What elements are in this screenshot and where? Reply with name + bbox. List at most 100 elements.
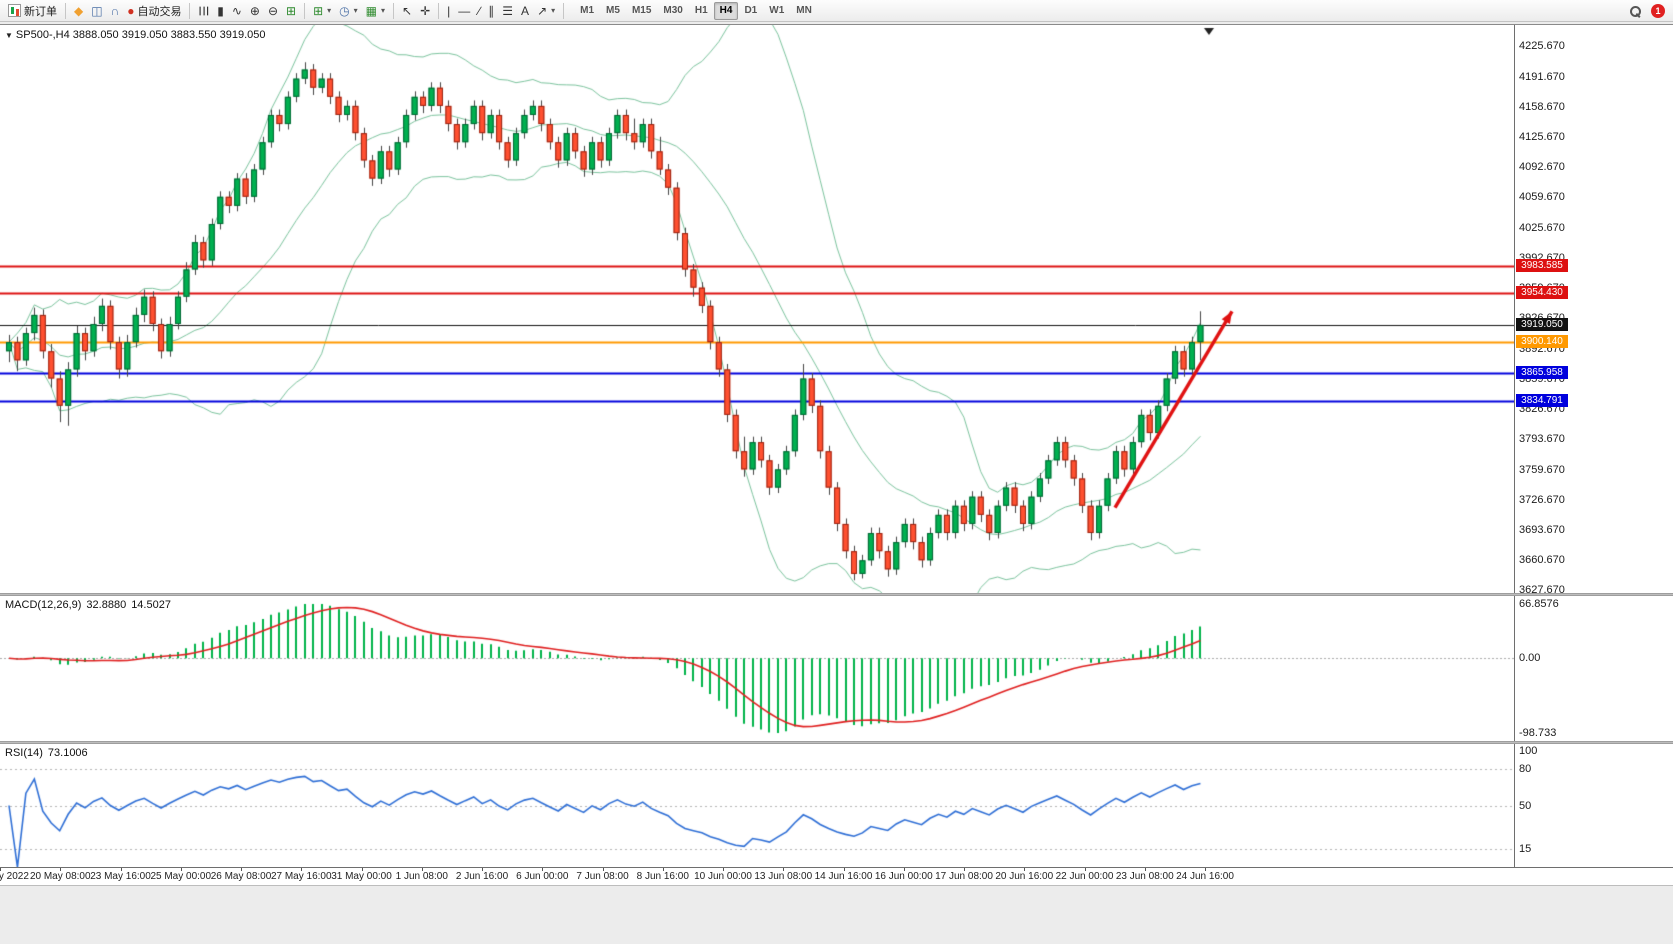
- bar-chart-type-icon: ☰: [196, 5, 211, 16]
- price-level-badge: 3983.585: [1516, 259, 1568, 273]
- price-axis-label: 3660.670: [1519, 553, 1565, 566]
- timeframe-m1-button[interactable]: M1: [574, 2, 600, 20]
- time-axis-label: 23 May 16:00: [90, 871, 151, 882]
- price-axis-label: 4025.670: [1519, 221, 1565, 234]
- price-axis-label: 4225.670: [1519, 40, 1565, 53]
- timeframe-m30-button[interactable]: M30: [657, 2, 688, 20]
- market-depth-icon: ∩: [110, 3, 120, 18]
- macd-canvas[interactable]: [0, 596, 1514, 741]
- rsi-value: 73.1006: [47, 747, 88, 759]
- timeframe-d1-button[interactable]: D1: [738, 2, 763, 20]
- price-axis-label: 4059.670: [1519, 191, 1565, 204]
- caret-down-icon: ▾: [551, 6, 556, 15]
- timeframe-m15-button[interactable]: M15: [626, 2, 657, 20]
- time-axis-label: 22 Jun 00:00: [1055, 871, 1114, 882]
- time-axis-label: 2 Jun 16:00: [455, 871, 509, 882]
- chart-title: ▼ SP500-,H4 3888.050 3919.050 3883.550 3…: [5, 29, 265, 41]
- toolbar-separator: [189, 2, 191, 19]
- time-tick: [482, 868, 483, 871]
- channel-icon: ∥: [488, 3, 495, 18]
- trendline-button[interactable]: ∕: [474, 1, 484, 21]
- autotrade-button[interactable]: ● 自动交易: [123, 1, 185, 21]
- price-level-badge: 3919.050: [1516, 317, 1568, 331]
- time-tick: [843, 868, 845, 871]
- chart-window: ▼ SP500-,H4 3888.050 3919.050 3883.550 3…: [0, 24, 1673, 944]
- timeframe-group: M1 M5 M15 M30 H1 H4 D1 W1 MN: [574, 1, 818, 20]
- macd-axis[interactable]: 66.8576 0.00 -98.733: [1514, 596, 1673, 741]
- panel-splitter-rsi[interactable]: [0, 741, 1673, 744]
- time-axis-label: 16 Jun 00:00: [874, 871, 933, 882]
- price-axis-label: 4191.670: [1519, 71, 1565, 84]
- market-depth-button[interactable]: ∩: [107, 1, 124, 21]
- timeframe-m5-button[interactable]: M5: [600, 2, 626, 20]
- line-chart-type-button[interactable]: ∿: [228, 1, 246, 21]
- autotrade-icon: ●: [127, 3, 135, 18]
- time-axis-label: 31 May 00:00: [331, 871, 392, 882]
- autotrade-button-label: 自动交易: [137, 5, 182, 18]
- crosshair-button[interactable]: ✛: [416, 1, 434, 21]
- tile-windows-button[interactable]: ⊞: [282, 1, 300, 21]
- macd-label: MACD(12,26,9) 32.8880 14.5027: [5, 599, 176, 611]
- chart-window-icon: ◫: [91, 3, 103, 18]
- time-axis-label: 8 Jun 16:00: [636, 871, 689, 882]
- time-tick: [903, 868, 905, 871]
- macd-main-value: 32.8880: [86, 599, 127, 611]
- time-axis-label: 27 May 16:00: [270, 871, 332, 882]
- tile-windows-icon: ⊞: [286, 3, 297, 18]
- profiles-icon: ◷: [339, 3, 350, 18]
- new-order-icon: [8, 4, 21, 17]
- channel-button[interactable]: ∥: [484, 1, 498, 21]
- time-tick: [180, 868, 182, 871]
- time-axis-label: 13 Jun 08:00: [754, 871, 813, 882]
- timeframe-h4-button[interactable]: H4: [713, 1, 739, 20]
- price-axis-label: 4092.670: [1519, 161, 1565, 174]
- horizontal-line-button[interactable]: —: [454, 1, 474, 21]
- timeframe-mn-button[interactable]: MN: [790, 2, 818, 20]
- caret-down-icon: ▾: [327, 6, 332, 15]
- bar-chart-type-button[interactable]: ☰: [194, 1, 213, 21]
- cursor-icon: ↖: [402, 3, 413, 18]
- price-axis-label: 4125.670: [1519, 131, 1565, 144]
- timeframe-h1-button[interactable]: H1: [689, 2, 714, 20]
- arrows-button[interactable]: ↗ ▾: [533, 1, 559, 21]
- new-chart-icon: ⊞: [313, 3, 324, 18]
- price-level-badge: 3834.791: [1516, 394, 1568, 408]
- chart-title-text: SP500-,H4 3888.050 3919.050 3883.550 391…: [15, 29, 266, 41]
- macd-axis-label: -98.733: [1519, 727, 1557, 739]
- indicators-button[interactable]: ▦ ▾: [362, 1, 389, 21]
- candle-chart-type-icon: ▮: [217, 3, 224, 18]
- time-axis-label: 19 May 2022: [0, 871, 29, 882]
- time-axis-label: 20 Jun 16:00: [995, 871, 1054, 882]
- time-axis-label: 6 Jun 00:00: [516, 871, 569, 882]
- panel-splitter-macd[interactable]: [0, 593, 1673, 596]
- macd-name: MACD(12,26,9): [5, 599, 82, 611]
- price-axis[interactable]: 4225.670 4191.670 4158.670 4125.670 4092.670…: [1514, 25, 1673, 596]
- price-chart-canvas[interactable]: [0, 25, 1514, 593]
- mql5-button[interactable]: ◆: [70, 1, 87, 21]
- time-axis-label: 25 May 00:00: [150, 871, 212, 882]
- time-tick: [60, 868, 62, 871]
- timeframe-w1-button[interactable]: W1: [763, 2, 790, 20]
- time-tick: [602, 868, 604, 871]
- rsi-axis[interactable]: 100 80 50 15: [1514, 744, 1673, 867]
- zoom-in-button[interactable]: ⊕: [246, 1, 264, 21]
- rsi-canvas[interactable]: [0, 744, 1514, 867]
- search-button[interactable]: [1626, 1, 1645, 21]
- toolbar-separator: [304, 2, 306, 19]
- profiles-button[interactable]: ◷ ▾: [335, 1, 362, 21]
- notification-badge[interactable]: 1: [1651, 4, 1665, 18]
- cursor-button[interactable]: ↖: [398, 1, 416, 21]
- time-tick: [662, 868, 664, 871]
- macd-signal-value: 14.5027: [131, 599, 171, 611]
- candle-chart-type-button[interactable]: ▮: [213, 1, 228, 21]
- zoom-out-button[interactable]: ⊖: [264, 1, 282, 21]
- vertical-line-button[interactable]: |: [443, 1, 454, 21]
- caret-down-icon: ▾: [353, 6, 358, 15]
- chart-window-button[interactable]: ◫: [87, 1, 106, 21]
- new-order-button[interactable]: 新订单: [4, 1, 61, 21]
- new-chart-button[interactable]: ⊞ ▾: [309, 1, 335, 21]
- fibonacci-button[interactable]: ☰: [498, 1, 517, 21]
- text-button[interactable]: A: [517, 1, 533, 21]
